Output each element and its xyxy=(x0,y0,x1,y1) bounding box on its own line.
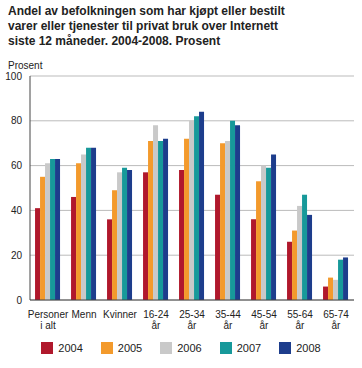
svg-text:år: år xyxy=(296,320,306,331)
svg-text:40: 40 xyxy=(11,205,23,216)
svg-text:20: 20 xyxy=(11,250,23,261)
svg-text:Personer: Personer xyxy=(28,309,69,320)
html-text:2004: 2004 xyxy=(58,342,83,354)
svg-text:45-54: 45-54 xyxy=(251,309,277,320)
svg-text:16-24: 16-24 xyxy=(143,309,169,320)
svg-text:25-34: 25-34 xyxy=(179,309,205,320)
svg-text:100: 100 xyxy=(8,71,22,82)
svg-text:0: 0 xyxy=(16,295,22,306)
svg-text:år: år xyxy=(188,320,198,331)
svg-text:år: år xyxy=(260,320,270,331)
svg-text:i alt: i alt xyxy=(40,320,56,331)
svg-text:år: år xyxy=(224,320,234,331)
svg-text:Menn: Menn xyxy=(71,309,96,320)
html-text:Andel av befolkningen som har: Andel av befolkningen som har kjøpt elle… xyxy=(8,4,285,48)
svg-text:år: år xyxy=(152,320,162,331)
svg-text:Kvinner: Kvinner xyxy=(103,309,138,320)
html-text:2006: 2006 xyxy=(177,342,202,354)
html-text:2008: 2008 xyxy=(296,342,321,354)
html-text:2005: 2005 xyxy=(117,342,143,354)
html-text:Prosent: Prosent xyxy=(8,60,43,71)
svg-text:35-44: 35-44 xyxy=(215,309,241,320)
svg-text:60: 60 xyxy=(11,160,23,171)
svg-text:år: år xyxy=(332,320,342,331)
svg-text:80: 80 xyxy=(11,115,23,126)
svg-text:65-74: 65-74 xyxy=(323,309,349,320)
svg-text:55-64: 55-64 xyxy=(287,309,313,320)
html-text:2007: 2007 xyxy=(236,342,262,354)
